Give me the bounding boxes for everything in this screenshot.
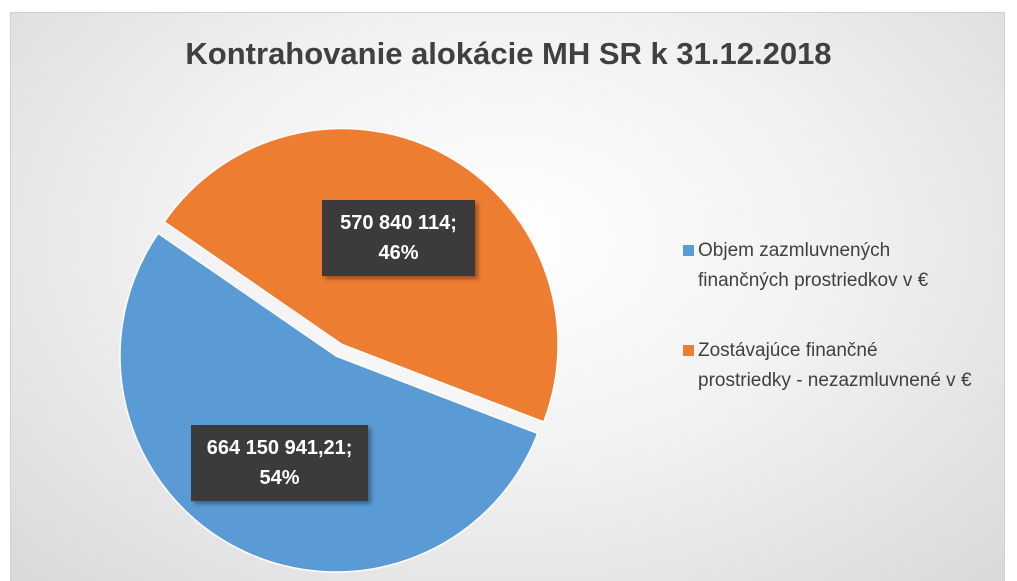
legend-label: Objem zazmluvnených finančných prostried… xyxy=(698,240,929,291)
legend-label: Zostávajúce finančné prostriedky - nezaz… xyxy=(698,340,972,391)
chart-title: Kontrahovanie alokácie MH SR k 31.12.201… xyxy=(185,36,832,71)
legend-item: Objem zazmluvnených finančných prostried… xyxy=(683,236,973,296)
data-label: 570 840 114; 46% xyxy=(321,199,476,276)
legend-swatch xyxy=(683,345,694,356)
legend-swatch xyxy=(683,245,694,256)
legend: Objem zazmluvnených finančných prostried… xyxy=(683,236,973,436)
data-label: 664 150 941,21; 54% xyxy=(191,424,369,501)
legend-item: Zostávajúce finančné prostriedky - nezaz… xyxy=(683,336,973,396)
